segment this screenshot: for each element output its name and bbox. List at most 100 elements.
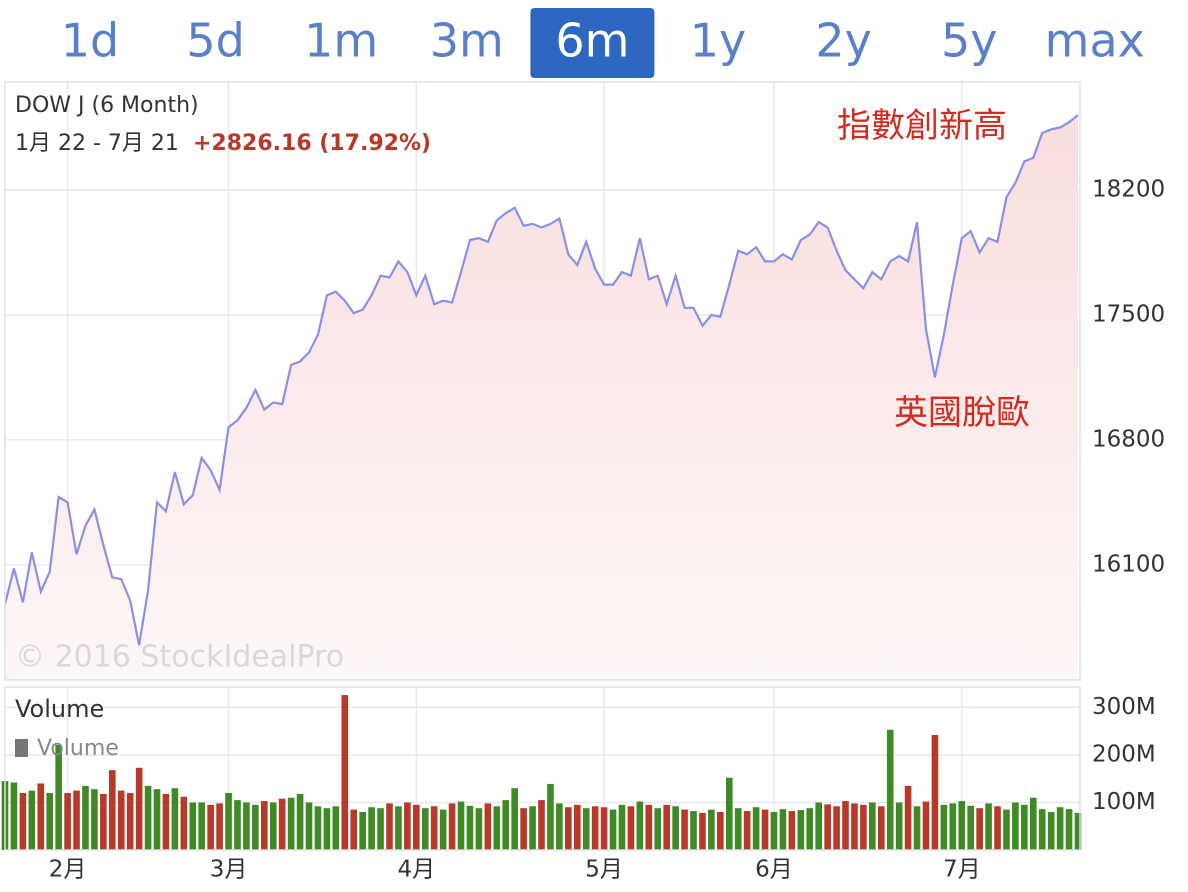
range-tab[interactable]: 3m [430, 14, 504, 68]
y-tick-label: 300M [1092, 694, 1156, 720]
volume-bar [457, 801, 465, 850]
volume-bar [940, 804, 948, 850]
volume-bar [699, 812, 706, 850]
volume-bar [91, 789, 98, 850]
volume-bar [395, 806, 402, 850]
price-frame [4, 81, 1081, 681]
volume-bar [341, 695, 349, 850]
volume-bar [913, 806, 921, 850]
volume-bar [171, 788, 179, 850]
volume-bar [842, 801, 849, 850]
range-tab[interactable]: 6m [555, 14, 629, 68]
volume-bar [1038, 809, 1046, 850]
x-tick-label: 2月 [49, 857, 87, 883]
range-tabs: 1d 5d 1m 3m 6m 1y 2y 5y max [61, 8, 1145, 78]
volume-bar [717, 811, 724, 850]
volume-bar [484, 803, 492, 850]
volume-bar [1047, 811, 1055, 850]
volume-bar [636, 801, 644, 850]
volume-bar [225, 792, 232, 850]
volume-bar [529, 806, 536, 850]
volume-bar [37, 783, 45, 850]
range-tab[interactable]: 1d [61, 14, 119, 68]
volume-bar [815, 802, 822, 850]
volume-bar [234, 800, 241, 850]
tab-selected-bg [530, 8, 655, 78]
volume-bar [565, 807, 572, 850]
volume-bar [663, 804, 670, 850]
volume-bar [261, 801, 268, 850]
volume-bar [708, 809, 715, 850]
y-tick-label: 16100 [1092, 551, 1165, 577]
x-tick-label: 4月 [397, 857, 435, 883]
chart-title: DOW J (6 Month) [15, 93, 199, 118]
volume-bar [797, 810, 805, 850]
range-tab[interactable]: 1y [690, 14, 747, 68]
volume-bar [1065, 809, 1073, 850]
volume-bar [466, 805, 474, 850]
volume-bar [216, 803, 223, 850]
range-tab[interactable]: 5d [186, 14, 244, 68]
volume-bar [144, 785, 152, 850]
y-tick-label: 100M [1092, 789, 1156, 815]
volume-bar [725, 777, 733, 850]
volume-bar [779, 809, 787, 850]
range-tab[interactable]: 5y [941, 14, 998, 68]
x-tick-label: 7月 [943, 857, 981, 883]
volume-bar [413, 804, 420, 850]
volume-bar [869, 802, 876, 850]
volume-bar [439, 809, 447, 850]
volume-bar [743, 811, 751, 850]
volume-bar [627, 806, 635, 850]
volume-bar [618, 804, 626, 850]
volume-bar [404, 802, 411, 850]
volume-bar [1056, 807, 1064, 850]
volume-bar [278, 798, 286, 850]
volume-bar [1021, 804, 1028, 850]
volume-bar [10, 782, 18, 850]
volume-bar [922, 801, 930, 850]
volume-bar [958, 801, 966, 850]
volume-bar [269, 802, 277, 850]
plot-area [1, 82, 1082, 850]
watermark: © 2016 StockIdealPro [15, 640, 344, 675]
volume-bar [162, 793, 170, 850]
volume-bar [573, 804, 581, 850]
volume-bar [591, 806, 599, 850]
volume-bar [189, 802, 197, 850]
range-tab[interactable]: 2y [815, 14, 872, 68]
range-tab[interactable]: max [1045, 14, 1145, 68]
volume-bar [332, 806, 340, 850]
price-line [3, 114, 1079, 646]
volume-bar [287, 797, 295, 850]
volume-bar [252, 804, 259, 850]
range-tab[interactable]: 1m [304, 14, 378, 68]
volume-bar [198, 802, 206, 850]
volume-bar [64, 792, 71, 850]
volume-bar [547, 783, 554, 850]
volume-bar [681, 809, 688, 850]
x-tick-label: 5月 [585, 857, 623, 883]
volume-bar [806, 808, 814, 850]
legend-label: Volume [37, 736, 119, 761]
volume-bar [126, 792, 134, 850]
volume-title: Volume [15, 695, 104, 723]
volume-bar [672, 806, 679, 850]
volume-bar [770, 811, 778, 850]
volume-bar [976, 808, 983, 850]
volume-bar [833, 806, 840, 850]
volume-bar [556, 803, 563, 850]
volume-bar [824, 804, 831, 850]
annotation: 指數創新高 [837, 106, 1007, 146]
volume-bar [430, 806, 438, 850]
date-range: 1月 22 - 7月 21 [15, 131, 179, 156]
volume-bar [949, 803, 957, 850]
volume-bar [886, 729, 894, 850]
volume-bar [538, 800, 545, 850]
y-tick-label: 17500 [1092, 301, 1165, 327]
y-tick-label: 16800 [1092, 426, 1165, 452]
volume-bar [421, 808, 429, 850]
volume-bar [180, 796, 188, 850]
volume-bar [967, 805, 974, 850]
